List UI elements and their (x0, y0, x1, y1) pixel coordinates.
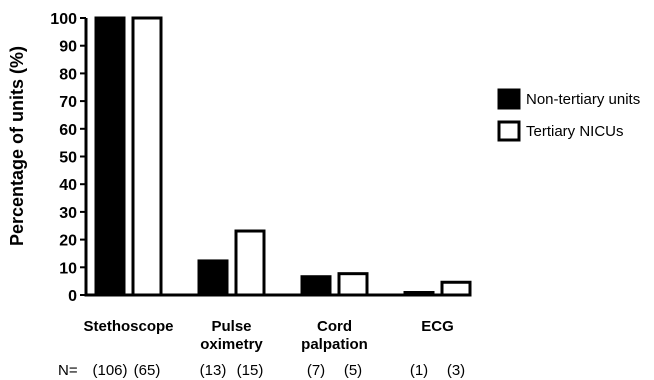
bar-tertiary-1 (234, 229, 266, 297)
n-label: (1) (410, 362, 428, 379)
bar-non-tertiary-2 (300, 275, 332, 297)
bars (94, 16, 472, 297)
y-tick-label: 100 (50, 11, 77, 28)
y-tick-label: 40 (59, 177, 77, 194)
legend: Non-tertiary units Tertiary NICUs (497, 88, 640, 142)
category-label: oximetry (200, 336, 263, 353)
bar-non-tertiary-3 (403, 291, 435, 297)
y-tick-label: 20 (59, 233, 77, 250)
n-labels: N= (106) (65) (13) (15) (7) (5) (1) (3) (58, 362, 465, 379)
y-axis-label: Percentage of units (%) (7, 46, 27, 246)
bar-non-tertiary-0 (94, 16, 126, 297)
y-tick-label: 80 (59, 66, 77, 83)
category-label: Pulse (211, 318, 251, 335)
category-label: ECG (421, 318, 454, 335)
bar-non-tertiary-1 (197, 259, 229, 297)
y-tick-label: 0 (68, 288, 77, 305)
category-label: palpation (301, 336, 368, 353)
y-tick-label: 50 (59, 150, 77, 167)
y-tick-label: 90 (59, 39, 77, 56)
bar-tertiary-0 (131, 16, 163, 297)
n-label: (65) (134, 362, 161, 379)
n-label: (7) (307, 362, 325, 379)
legend-swatch-non-tertiary (497, 88, 521, 110)
n-label: (5) (344, 362, 362, 379)
y-tick-label: 10 (59, 260, 77, 277)
n-label: (15) (237, 362, 264, 379)
n-prefix-label: N= (58, 362, 78, 379)
y-tick-labels: 0 10 20 30 40 50 60 70 80 90 100 (50, 11, 86, 305)
legend-label: Non-tertiary units (526, 91, 640, 108)
n-label: (3) (447, 362, 465, 379)
bar-tertiary-2 (337, 272, 369, 297)
legend-swatch-tertiary (497, 120, 521, 142)
legend-label: Tertiary NICUs (526, 123, 624, 140)
bar-tertiary-3 (440, 280, 472, 297)
category-label: Cord (317, 318, 352, 335)
category-label: Stethoscope (83, 318, 173, 335)
y-tick-label: 30 (59, 205, 77, 222)
n-label: (13) (200, 362, 227, 379)
y-tick-label: 60 (59, 122, 77, 139)
n-label: (106) (92, 362, 127, 379)
y-tick-label: 70 (59, 94, 77, 111)
